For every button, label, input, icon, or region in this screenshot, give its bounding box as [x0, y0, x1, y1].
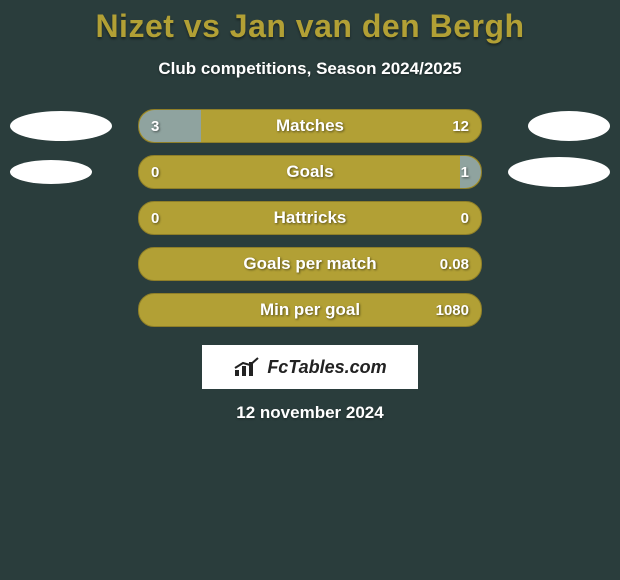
player-right-marker [508, 157, 610, 187]
stat-label: Hattricks [139, 202, 481, 234]
stat-value-right: 1 [461, 156, 469, 188]
stat-row: Goals0 1 [0, 155, 620, 189]
stat-value-left: 3 [151, 110, 159, 142]
stat-label: Goals [139, 156, 481, 188]
player-left-marker [10, 160, 92, 184]
stat-value-right: 0 [461, 202, 469, 234]
stat-value-left: 0 [151, 202, 159, 234]
date-label: 12 november 2024 [0, 403, 620, 423]
stat-value-right: 0.08 [440, 248, 469, 280]
chart-icon [233, 356, 261, 378]
stat-value-right: 1080 [436, 294, 469, 326]
stat-value-right: 12 [452, 110, 469, 142]
logo-text: FcTables.com [267, 357, 386, 378]
stat-row: Goals per match0.08 [0, 247, 620, 281]
stat-label: Min per goal [139, 294, 481, 326]
site-logo[interactable]: FcTables.com [202, 345, 418, 389]
stat-value-left: 0 [151, 156, 159, 188]
stat-row: Hattricks0 0 [0, 201, 620, 235]
stat-rows: Matches312Goals01Hattricks00Goals per ma… [0, 109, 620, 327]
stat-bar: Goals per match0.08 [138, 247, 482, 281]
player-right-marker [528, 111, 610, 141]
player-left-marker [10, 111, 112, 141]
stat-label: Goals per match [139, 248, 481, 280]
stat-row: Min per goal1080 [0, 293, 620, 327]
stat-bar: Hattricks0 0 [138, 201, 482, 235]
page-title: Nizet vs Jan van den Bergh [0, 8, 620, 45]
stat-bar: Goals0 1 [138, 155, 482, 189]
page-subtitle: Club competitions, Season 2024/2025 [0, 59, 620, 79]
comparison-card: Nizet vs Jan van den Bergh Club competit… [0, 0, 620, 423]
stat-bar: Min per goal1080 [138, 293, 482, 327]
stat-label: Matches [139, 110, 481, 142]
stat-bar: Matches3 12 [138, 109, 482, 143]
stat-row: Matches3 12 [0, 109, 620, 143]
